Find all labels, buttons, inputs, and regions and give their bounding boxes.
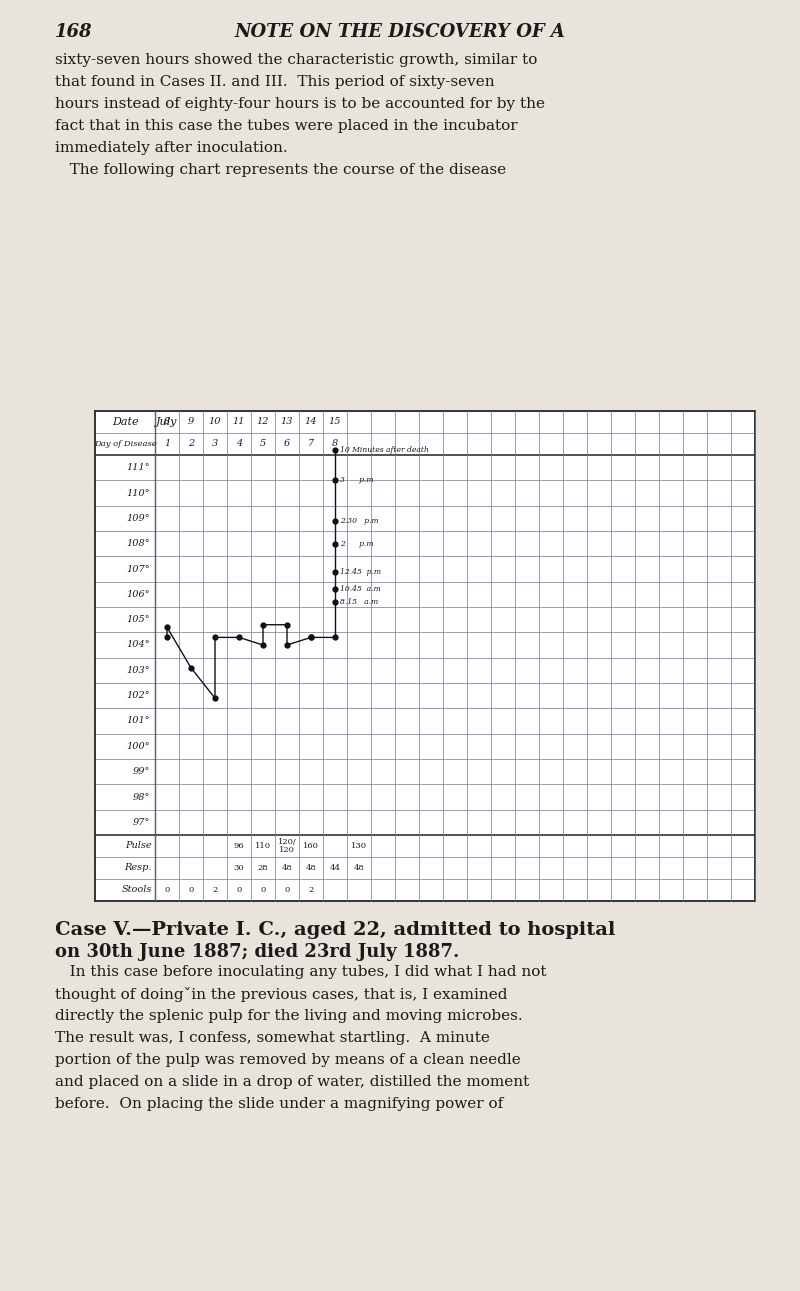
Text: 2: 2 [212, 886, 218, 893]
Text: 8: 8 [164, 417, 170, 426]
Text: hours instead of eighty-four hours is to be accounted for by the: hours instead of eighty-four hours is to… [55, 97, 545, 111]
Text: 109°: 109° [126, 514, 150, 523]
Text: 108°: 108° [126, 540, 150, 549]
Text: 2      p.m: 2 p.m [340, 540, 374, 547]
Text: 110: 110 [255, 842, 271, 849]
Text: Day of Disease: Day of Disease [94, 440, 156, 448]
Text: immediately after inoculation.: immediately after inoculation. [55, 141, 288, 155]
Text: 48: 48 [354, 864, 365, 871]
Text: 14: 14 [305, 417, 318, 426]
Text: 10: 10 [209, 417, 222, 426]
Text: sixty-seven hours showed the characteristic growth, similar to: sixty-seven hours showed the characteris… [55, 53, 538, 67]
Text: 104°: 104° [126, 640, 150, 649]
Text: 12: 12 [257, 417, 270, 426]
Text: Resp.: Resp. [125, 864, 152, 873]
Text: 106°: 106° [126, 590, 150, 599]
Text: 2.30   p.m: 2.30 p.m [340, 516, 378, 525]
Text: fact that in this case the tubes were placed in the incubator: fact that in this case the tubes were pl… [55, 119, 518, 133]
Text: 0: 0 [188, 886, 194, 893]
Text: 105°: 105° [126, 616, 150, 624]
Text: 100°: 100° [126, 742, 150, 751]
Text: The result was, I confess, somewhat startling.  A minute: The result was, I confess, somewhat star… [55, 1032, 490, 1044]
Text: 28: 28 [258, 864, 268, 871]
Text: 12.45  p.m: 12.45 p.m [340, 568, 381, 576]
Text: before.  On placing the slide under a magnifying power of: before. On placing the slide under a mag… [55, 1097, 503, 1112]
Text: In this case before inoculating any tubes, I did what I had not: In this case before inoculating any tube… [55, 964, 546, 979]
Text: on 30th June 1887; died 23rd July 1887.: on 30th June 1887; died 23rd July 1887. [55, 942, 459, 961]
Text: 107°: 107° [126, 564, 150, 573]
Text: 1: 1 [164, 439, 170, 448]
Text: Pulse: Pulse [126, 842, 152, 851]
Text: 103°: 103° [126, 666, 150, 675]
Text: 0: 0 [236, 886, 242, 893]
Text: 11: 11 [233, 417, 246, 426]
Text: 8: 8 [332, 439, 338, 448]
Text: The following chart represents the course of the disease: The following chart represents the cours… [55, 163, 506, 177]
Text: 0: 0 [284, 886, 290, 893]
Text: 0: 0 [164, 886, 170, 893]
Text: 6: 6 [284, 439, 290, 448]
Text: 120/
120: 120/ 120 [278, 838, 296, 853]
Text: 0: 0 [260, 886, 266, 893]
Text: 101°: 101° [126, 717, 150, 726]
Text: Case V.—Private I. C., aged 22, admitted to hospital: Case V.—Private I. C., aged 22, admitted… [55, 920, 615, 939]
Text: 15: 15 [329, 417, 342, 426]
Text: 5: 5 [260, 439, 266, 448]
Text: directly the splenic pulp for the living and moving microbes.: directly the splenic pulp for the living… [55, 1010, 522, 1022]
Text: 8.15   a.m: 8.15 a.m [340, 598, 378, 605]
Text: 96: 96 [234, 842, 244, 849]
Text: 30: 30 [234, 864, 244, 871]
Text: 4: 4 [236, 439, 242, 448]
Text: 3      p.m: 3 p.m [340, 476, 374, 484]
Text: 97°: 97° [133, 817, 150, 826]
Text: 168: 168 [55, 23, 93, 41]
Text: 99°: 99° [133, 767, 150, 776]
Text: Date: Date [112, 417, 138, 427]
Text: 7: 7 [308, 439, 314, 448]
Text: NOTE ON THE DISCOVERY OF A: NOTE ON THE DISCOVERY OF A [234, 23, 566, 41]
Text: July: July [156, 417, 178, 427]
Text: 9: 9 [188, 417, 194, 426]
Text: 111°: 111° [126, 463, 150, 473]
Text: 98°: 98° [133, 793, 150, 802]
Text: 10 Minutes after death: 10 Minutes after death [340, 445, 429, 454]
Text: 48: 48 [282, 864, 293, 871]
Bar [95, 411, 755, 901]
Text: 3: 3 [212, 439, 218, 448]
Text: 102°: 102° [126, 691, 150, 700]
Text: that found in Cases II. and III.  This period of sixty-seven: that found in Cases II. and III. This pe… [55, 75, 494, 89]
Text: 130: 130 [351, 842, 367, 849]
Text: 48: 48 [306, 864, 317, 871]
Text: 13: 13 [281, 417, 294, 426]
Text: 2: 2 [308, 886, 314, 893]
Text: Stools: Stools [122, 886, 152, 895]
Text: 110°: 110° [126, 488, 150, 497]
Text: and placed on a slide in a drop of water, distilled the moment: and placed on a slide in a drop of water… [55, 1075, 530, 1090]
Text: 160: 160 [303, 842, 319, 849]
Text: portion of the pulp was removed by means of a clean needle: portion of the pulp was removed by means… [55, 1053, 521, 1066]
Text: 10.45  a.m: 10.45 a.m [340, 585, 381, 594]
Text: 44: 44 [330, 864, 341, 871]
Text: thought of doingˇin the previous cases, that is, I examined: thought of doingˇin the previous cases, … [55, 988, 507, 1002]
Text: 2: 2 [188, 439, 194, 448]
